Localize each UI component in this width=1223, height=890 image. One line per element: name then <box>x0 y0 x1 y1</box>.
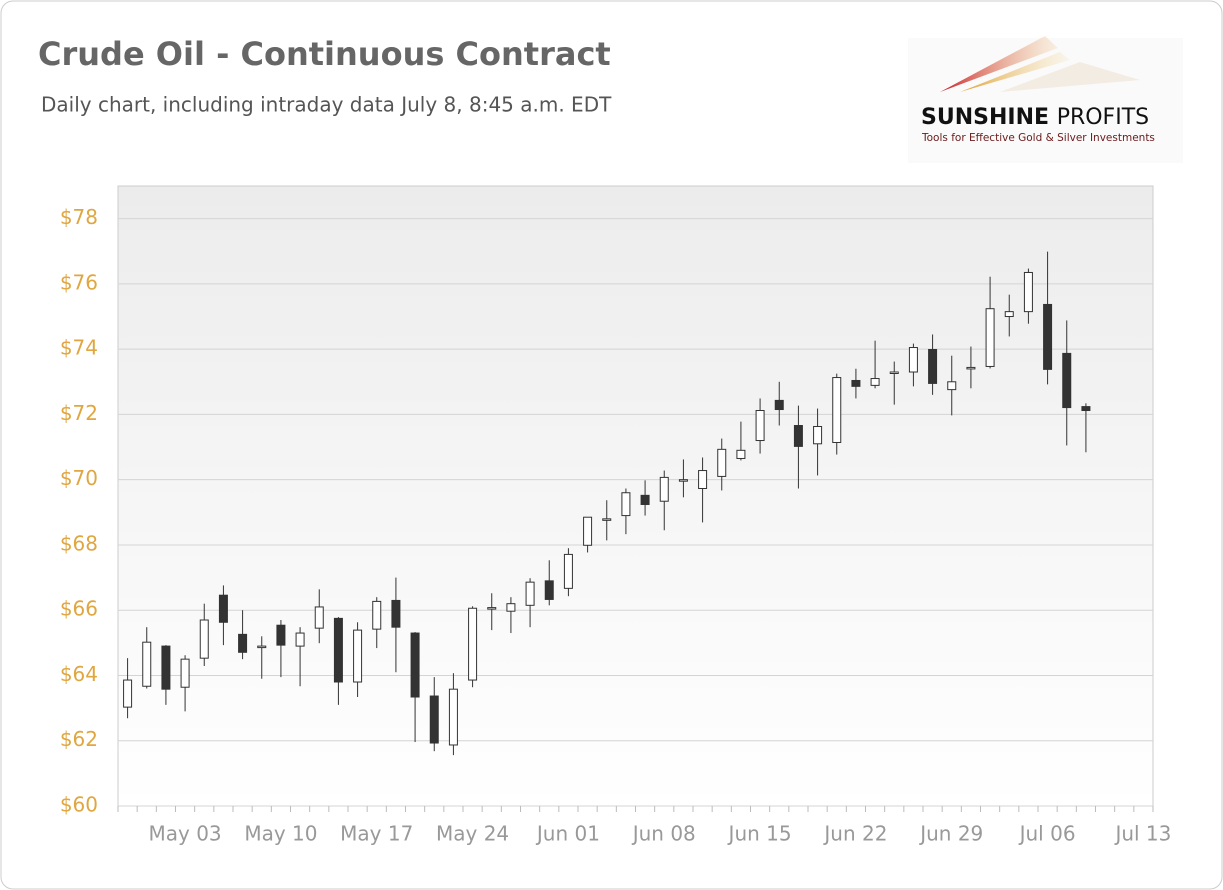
candle-body <box>947 381 957 391</box>
chart-title: Crude Oil - Continuous Contract <box>38 35 611 73</box>
candle-body <box>563 553 573 589</box>
logo-tagline: Tools for Effective Gold & Silver Invest… <box>921 132 1155 144</box>
logo-name-bold: SUNSHINE <box>921 105 1049 130</box>
x-tick-label: Jul 13 <box>1113 822 1171 846</box>
candle-body <box>238 633 248 653</box>
candle-body <box>985 308 995 367</box>
candle-body <box>928 348 938 384</box>
candle-body <box>889 371 899 374</box>
logo-ray <box>940 36 1058 92</box>
candle-body <box>717 448 727 477</box>
candle-body <box>353 629 363 683</box>
x-tick-label: Jun 29 <box>918 822 983 846</box>
logo-background <box>908 38 1183 163</box>
candle-body <box>487 607 497 610</box>
y-tick-label: $72 <box>60 401 98 425</box>
candle-body <box>659 476 669 502</box>
candle-body <box>832 377 842 443</box>
candle-body <box>468 607 478 681</box>
logo-name-light: PROFITS <box>1057 105 1149 130</box>
candle-body <box>429 695 439 744</box>
x-tick-label: May 10 <box>244 822 317 846</box>
candle-body <box>525 581 535 606</box>
candle-body <box>583 516 593 546</box>
candle-body <box>621 492 631 517</box>
candle-body <box>1004 311 1014 318</box>
x-tick-label: Jun 15 <box>727 822 792 846</box>
logo-name: SUNSHINE PROFITS <box>921 105 1149 130</box>
x-tick-label: May 24 <box>436 822 509 846</box>
candle-body <box>1043 303 1053 370</box>
candle-body <box>698 470 708 489</box>
candle-body <box>199 619 209 659</box>
candle-body <box>391 599 401 628</box>
x-tick-label: Jun 01 <box>535 822 600 846</box>
candle-body <box>218 594 228 623</box>
candle-body <box>123 679 133 708</box>
plot-area <box>117 185 1154 807</box>
candle-body <box>276 624 286 646</box>
candle-body <box>870 378 880 386</box>
candle-body <box>966 366 976 370</box>
y-tick-label: $62 <box>60 727 98 751</box>
x-tick-label: Jul 06 <box>1018 822 1076 846</box>
y-tick-label: $74 <box>60 336 98 360</box>
candle-body <box>736 449 746 459</box>
candle-body <box>793 425 803 447</box>
candle-body <box>142 641 152 687</box>
y-tick-label: $78 <box>60 205 98 229</box>
candle-body <box>1023 271 1033 313</box>
candle-body <box>678 479 688 482</box>
logo-ray <box>960 52 1070 92</box>
logo-ray <box>1000 62 1140 92</box>
candle-body <box>544 580 554 600</box>
x-tick-label: May 03 <box>149 822 222 846</box>
candle-body <box>755 410 765 442</box>
logo: SUNSHINE PROFITS Tools for Effective Gol… <box>908 36 1183 163</box>
candle-body <box>908 347 918 373</box>
candle-body <box>161 645 171 690</box>
candle-body <box>372 600 382 630</box>
candle-body <box>1062 352 1072 409</box>
candle-body <box>851 379 861 387</box>
candle-body <box>448 688 458 746</box>
candle-body <box>602 518 612 521</box>
candle-body <box>506 603 516 612</box>
x-tick-label: May 17 <box>340 822 413 846</box>
candle-body <box>295 632 305 647</box>
x-tick-label: Jun 08 <box>631 822 696 846</box>
chart-subtitle: Daily chart, including intraday data Jul… <box>41 93 612 117</box>
y-tick-label: $70 <box>60 466 98 490</box>
candle-body <box>257 645 267 649</box>
x-tick-label: Jun 22 <box>822 822 887 846</box>
candle-body <box>333 617 343 683</box>
candle-body <box>774 399 784 411</box>
candle-body <box>813 425 823 445</box>
candle-body <box>1081 406 1091 412</box>
candle-body <box>410 632 420 698</box>
y-tick-label: $66 <box>60 597 98 621</box>
candle-body <box>180 658 190 688</box>
candle-body <box>640 494 650 505</box>
y-tick-label: $76 <box>60 270 98 294</box>
candle-body <box>314 606 324 629</box>
y-tick-label: $60 <box>60 793 98 817</box>
y-tick-label: $64 <box>60 662 98 686</box>
y-tick-label: $68 <box>60 531 98 555</box>
